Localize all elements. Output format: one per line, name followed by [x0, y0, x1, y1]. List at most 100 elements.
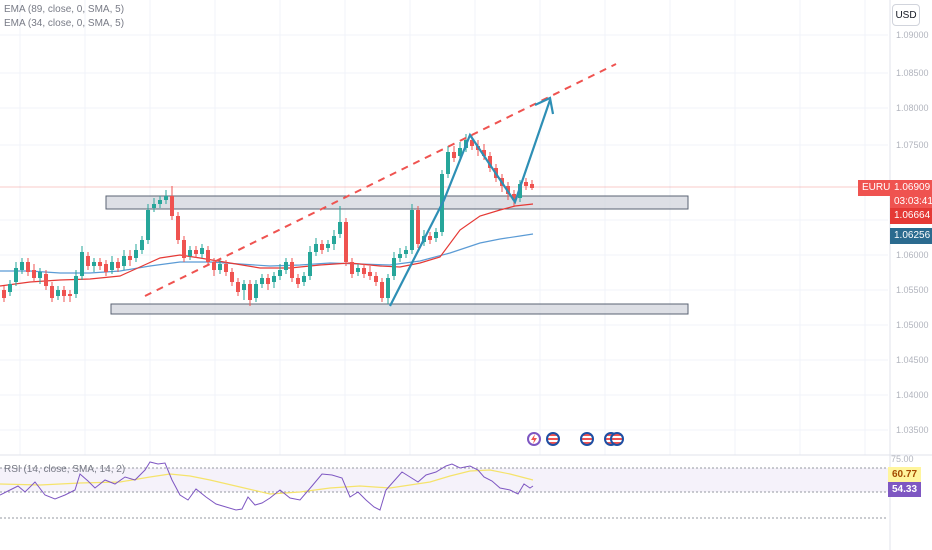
ema-89-legend[interactable]: EMA (89, close, 0, SMA, 5)	[4, 4, 125, 15]
bear-candle	[116, 262, 120, 268]
bull-candle	[302, 276, 306, 282]
bull-candle	[140, 240, 144, 250]
ema-34-line	[0, 203, 534, 287]
price-axis-tick: 1.08000	[896, 103, 929, 113]
us-flag-event-icon[interactable]	[580, 432, 594, 446]
bear-candle	[224, 264, 228, 272]
resistance-zone-rectangle[interactable]	[105, 195, 689, 210]
price-axis-tick: 1.06000	[896, 250, 929, 260]
price-axis[interactable]: 1.090001.085001.080001.075001.065001.060…	[889, 0, 929, 550]
bear-candle	[482, 150, 486, 156]
bear-candle	[290, 262, 294, 278]
price-axis-tick: 1.04500	[896, 355, 929, 365]
chart-grid	[0, 0, 888, 455]
rsi-value-tag: 60.77	[888, 467, 922, 482]
bull-candle	[158, 200, 162, 204]
us-flag-event-icon[interactable]	[546, 432, 560, 446]
arrow-head-icon	[534, 96, 555, 115]
ema-34-legend[interactable]: EMA (34, close, 0, SMA, 5)	[4, 18, 125, 29]
bear-candle	[62, 290, 66, 296]
bear-candle	[32, 270, 36, 278]
bear-candle	[362, 268, 366, 274]
projection-arrow-path[interactable]	[389, 99, 552, 307]
rsi-panel[interactable]: 75.00	[0, 454, 932, 519]
bull-candle	[188, 250, 192, 256]
bear-candle	[416, 210, 420, 244]
price-axis-tick: 1.09000	[896, 30, 929, 40]
bull-candle	[398, 254, 402, 258]
bear-candle	[86, 256, 90, 266]
support-zone-rectangle[interactable]	[110, 303, 689, 315]
lightning-event-icon[interactable]	[527, 432, 541, 446]
price-axis-tick: 1.05000	[896, 320, 929, 330]
bull-candle	[356, 268, 360, 272]
bull-candle	[338, 222, 342, 234]
bull-candle	[404, 250, 408, 254]
bear-candle	[350, 262, 354, 274]
candlestick-series	[2, 134, 534, 306]
bear-candle	[488, 156, 492, 168]
bear-candle	[452, 152, 456, 158]
bear-candle	[428, 236, 432, 240]
rsi-legend[interactable]: RSI (14, close, SMA, 14, 2)	[4, 464, 126, 475]
bear-candle	[530, 184, 534, 188]
bear-candle	[470, 140, 474, 146]
rising-trendline-dashed[interactable]	[144, 63, 617, 297]
bull-candle	[80, 252, 84, 276]
bear-candle	[68, 294, 72, 296]
bear-candle	[236, 282, 240, 292]
bear-candle	[380, 282, 384, 298]
bull-candle	[200, 248, 204, 254]
bear-candle	[128, 256, 132, 260]
bull-candle	[278, 270, 282, 276]
bull-candle	[56, 290, 60, 296]
bear-candle	[26, 262, 30, 272]
bear-candle	[44, 274, 48, 286]
currency-button[interactable]: USD	[892, 4, 920, 26]
bear-candle	[512, 194, 516, 200]
bull-candle	[38, 272, 42, 278]
price-axis-tick: 1.04000	[896, 390, 929, 400]
bull-candle	[314, 244, 318, 252]
bear-candle	[344, 222, 348, 262]
bull-candle	[92, 262, 96, 266]
us-flag-event-icon[interactable]	[610, 432, 624, 446]
bull-candle	[386, 278, 390, 298]
bear-candle	[206, 250, 210, 262]
bear-candle	[524, 182, 528, 186]
bull-candle	[164, 196, 168, 200]
bull-candle	[110, 262, 114, 270]
bull-candle	[518, 184, 522, 198]
bear-candle	[230, 272, 234, 282]
bear-candle	[320, 244, 324, 250]
bull-candle	[134, 250, 138, 258]
bear-candle	[2, 290, 6, 298]
bear-candle	[98, 262, 102, 266]
bull-candle	[332, 236, 336, 244]
rsi-axis-tick: 75.00	[891, 454, 914, 464]
bull-candle	[446, 152, 450, 174]
bull-candle	[122, 256, 126, 266]
bull-candle	[254, 284, 258, 298]
bear-candle	[374, 276, 378, 282]
bear-candle	[176, 216, 180, 240]
ema-89-value-tag: 1.06256	[890, 228, 932, 244]
last-price-tag: 1.06909	[890, 180, 932, 196]
bear-candle	[194, 250, 198, 254]
bull-candle	[308, 252, 312, 276]
bull-candle	[284, 262, 288, 270]
bear-candle	[182, 240, 186, 258]
bull-candle	[242, 284, 246, 290]
bear-candle	[212, 262, 216, 270]
bull-candle	[392, 258, 396, 276]
bull-candle	[20, 262, 24, 270]
bull-candle	[218, 264, 222, 270]
bull-candle	[14, 268, 18, 282]
bull-candle	[326, 244, 330, 248]
symbol-label-tag: EURUSD	[858, 180, 904, 196]
price-axis-tick: 1.05500	[896, 285, 929, 295]
bear-candle	[50, 286, 54, 298]
rsi-line	[0, 461, 534, 511]
rsi-ma-line	[0, 469, 534, 495]
